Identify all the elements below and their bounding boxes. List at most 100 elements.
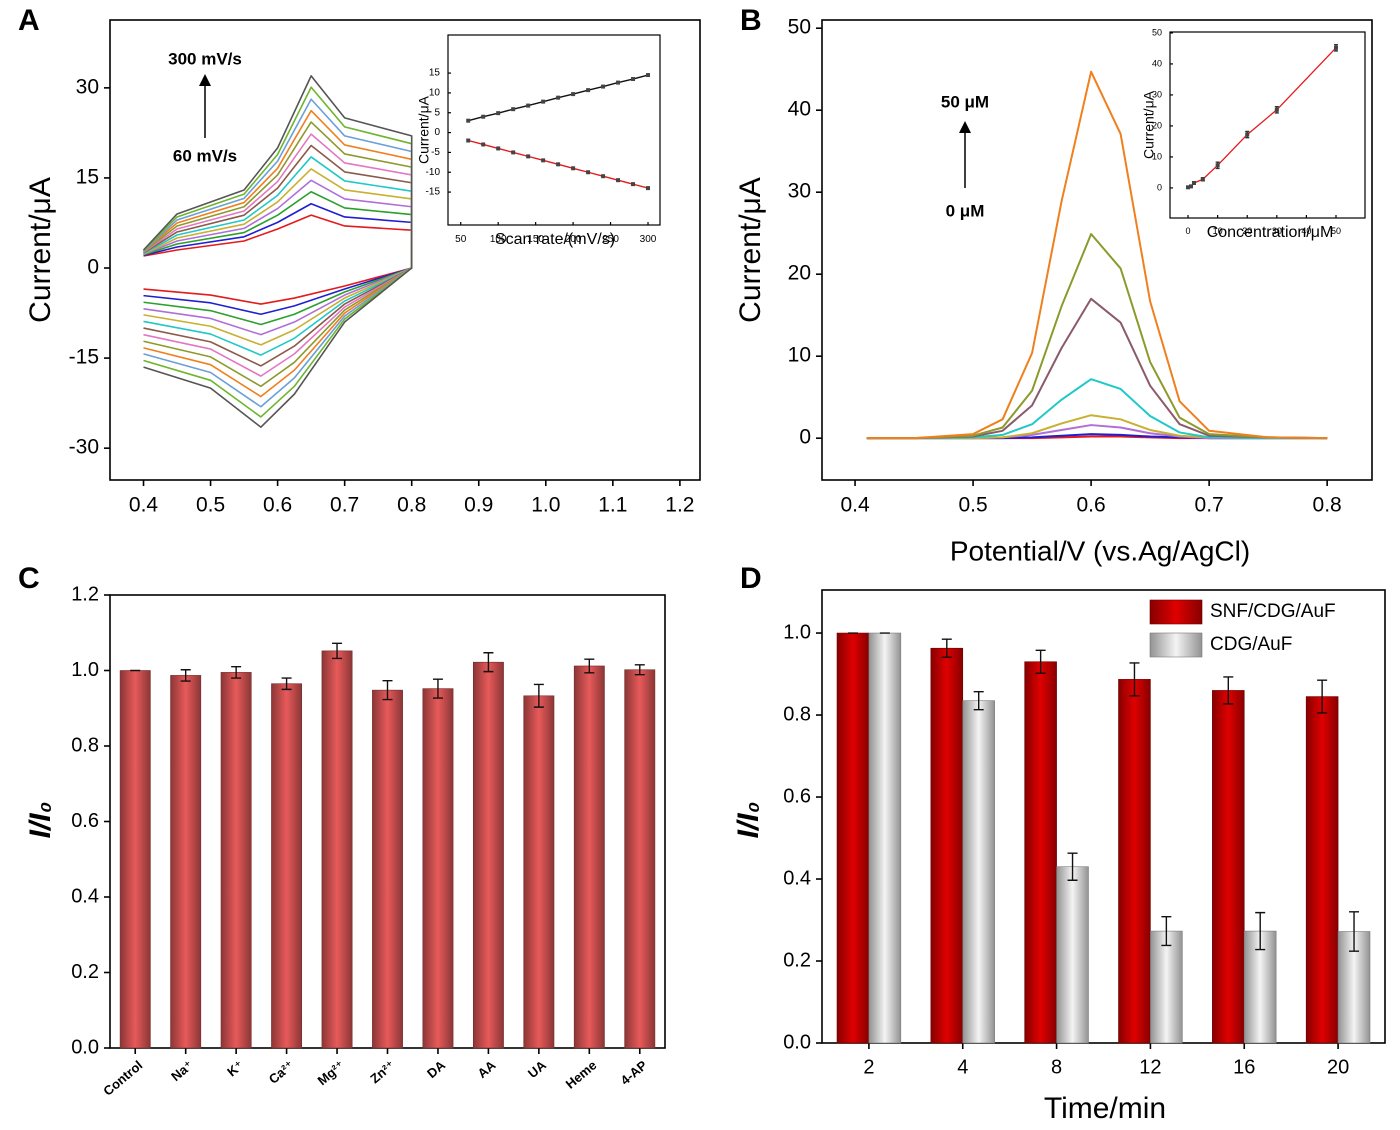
- x-axis-title: Scan rate/(mV/s): [495, 231, 615, 248]
- x-axis-title: Time/min: [1044, 1092, 1166, 1125]
- bar: [1024, 661, 1057, 1044]
- series-line: [866, 70, 1328, 440]
- marker: [586, 170, 591, 175]
- x-tick-label: 0.7: [330, 493, 359, 516]
- y-axis-title: Current/μA: [416, 95, 432, 164]
- x-tick-label: 50: [1331, 226, 1341, 236]
- x-tick-label: 8: [1051, 1056, 1062, 1078]
- marker: [631, 182, 636, 187]
- plot-frame: [821, 589, 1386, 1044]
- x-tick-label: 150: [527, 234, 544, 245]
- x-axis-title: Concentration/μM: [1207, 224, 1334, 241]
- error-bar: [533, 683, 544, 708]
- x-tick-label: 20: [1327, 1056, 1349, 1078]
- annotation: 0 μM: [946, 201, 985, 220]
- error-bar: [382, 679, 393, 701]
- x-tick-label: AA: [475, 1057, 499, 1081]
- error-bar: [1349, 911, 1360, 952]
- x-tick-label: 16: [1233, 1056, 1255, 1078]
- x-tick-label: DA: [424, 1057, 448, 1081]
- x-tick-label: 0.8: [1313, 493, 1342, 516]
- error-bar: [1129, 662, 1140, 697]
- bar: [170, 675, 202, 1049]
- x-tick-label: 0.4: [840, 493, 870, 516]
- marker: [511, 150, 516, 155]
- y-tick-label: 30: [788, 180, 811, 203]
- error-bar: [281, 677, 292, 691]
- annotation: 300 mV/s: [168, 49, 242, 68]
- marker: [571, 166, 576, 171]
- error-bar: [1317, 679, 1328, 714]
- panel-label: B: [740, 4, 762, 37]
- error-bar: [231, 666, 242, 679]
- error-bar: [1223, 676, 1234, 705]
- marker: [541, 158, 546, 163]
- x-tick-label: 12: [1139, 1056, 1161, 1078]
- y-tick-label: 0: [434, 127, 440, 138]
- x-tick-label: 50: [455, 234, 467, 245]
- y-tick-label: 0.6: [71, 810, 99, 832]
- bar: [930, 647, 964, 1044]
- y-tick-label: 0: [87, 256, 99, 279]
- error-bar: [483, 652, 494, 673]
- x-tick-label: 0.9: [464, 493, 493, 516]
- y-tick-label: 40: [788, 98, 811, 121]
- legend-label: SNF/CDG/AuF: [1210, 601, 1336, 622]
- marker: [526, 103, 531, 108]
- x-tick-label: UA: [525, 1057, 549, 1081]
- y-tick-label: -30: [69, 436, 99, 459]
- bar: [836, 632, 870, 1044]
- y-tick-label: 0: [1157, 182, 1162, 192]
- bar: [119, 670, 151, 1049]
- panel: 0.0 0.2 0.4 0.6 0.8 1.0 D Time/min I/I₀ 2 4 8 12 16 20…: [732, 562, 1386, 1125]
- bar: [422, 688, 454, 1049]
- x-tick-label: 4-AP: [618, 1057, 651, 1088]
- y-tick-label: 15: [76, 165, 99, 188]
- series-line: [866, 233, 1328, 440]
- marker: [631, 77, 636, 82]
- bar: [868, 632, 902, 1044]
- marker: [586, 88, 591, 93]
- x-tick-label: 0.7: [1195, 493, 1224, 516]
- series-line: [142, 75, 413, 428]
- x-tick-label: Ca²⁺: [266, 1057, 297, 1086]
- y-tick-label: 0.8: [783, 703, 811, 725]
- x-axis-title: Potential/V (vs.Ag/AgCl): [950, 535, 1250, 566]
- bar: [372, 689, 403, 1049]
- legend-swatch: [1149, 632, 1203, 658]
- marker: [616, 80, 621, 85]
- marker: [646, 186, 651, 191]
- marker: [1215, 163, 1220, 168]
- annotation: 60 mV/s: [173, 146, 237, 165]
- y-tick-label: -15: [426, 187, 441, 198]
- bar: [624, 669, 656, 1049]
- marker: [616, 178, 621, 183]
- marker: [466, 138, 471, 143]
- y-axis-title: Current/μA: [1141, 90, 1157, 159]
- x-tick-label: 0.5: [958, 493, 987, 516]
- bar: [220, 672, 252, 1049]
- marker: [511, 107, 516, 112]
- error-bar: [432, 678, 443, 699]
- x-tick-label: 0: [1186, 226, 1191, 236]
- y-tick-label: 10: [788, 344, 811, 367]
- y-tick-label: 0.4: [783, 867, 811, 889]
- x-tick-label: 4: [957, 1056, 968, 1078]
- legend-swatch: [1149, 599, 1203, 625]
- x-tick-label: 0.6: [263, 493, 292, 516]
- x-tick-label: 2: [863, 1056, 874, 1078]
- marker: [496, 146, 501, 151]
- marker: [601, 84, 606, 89]
- y-tick-label: 0.6: [783, 785, 811, 807]
- marker: [1334, 45, 1339, 50]
- y-tick-label: 0.8: [71, 734, 99, 756]
- marker: [571, 92, 576, 97]
- y-tick-label: 0.2: [71, 961, 99, 983]
- error-bar: [973, 690, 984, 711]
- marker: [556, 162, 561, 167]
- x-tick-label: 0.5: [196, 493, 225, 516]
- bar: [1150, 930, 1183, 1044]
- error-bar: [634, 664, 645, 676]
